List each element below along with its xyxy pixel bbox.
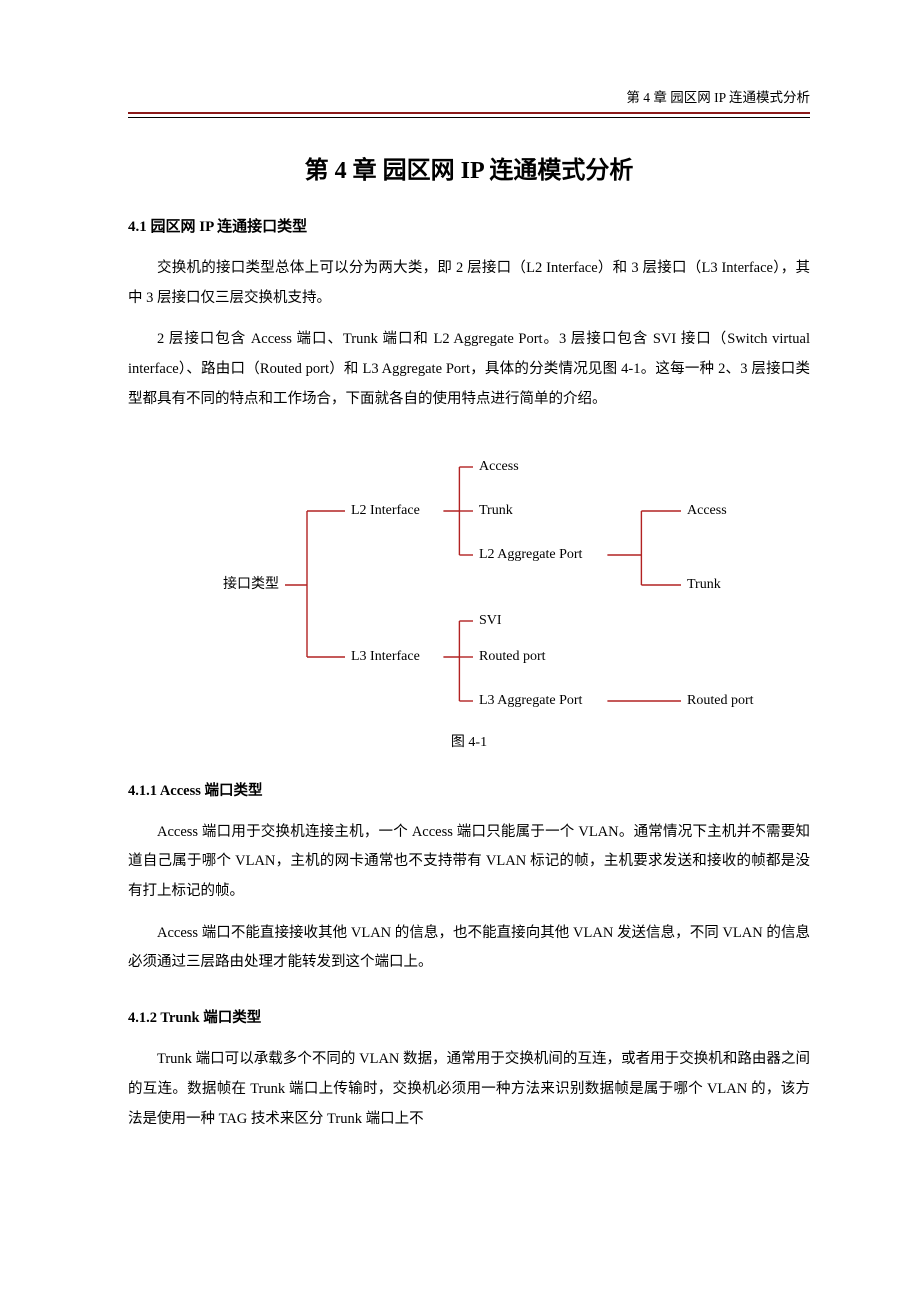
chapter-title: 第 4 章 园区网 IP 连通模式分析	[128, 150, 810, 185]
figure-caption: 图 4-1	[128, 731, 810, 751]
interface-type-diagram: 接口类型 L2 Interface L3 Interface Access Trunk L…	[139, 433, 799, 723]
section-4-1-1-heading: 4.1.1 Access 端口类型	[128, 779, 810, 800]
node-l2agg: L2 Aggregate Port	[479, 547, 583, 562]
para-4-1-b: 2 层接口包含 Access 端口、Trunk 端口和 L2 Aggregate…	[128, 325, 810, 414]
node-l3agg: L3 Aggregate Port	[479, 693, 583, 708]
node-svi: SVI	[479, 613, 502, 628]
para-4-1-a: 交换机的接口类型总体上可以分为两大类，即 2 层接口（L2 Interface）…	[128, 254, 810, 313]
para-4-1-1-b: Access 端口不能直接接收其他 VLAN 的信息，也不能直接向其他 VLAN…	[128, 919, 810, 978]
node-access-2: Access	[687, 503, 727, 518]
node-trunk-2: Trunk	[687, 577, 721, 592]
page: 第 4 章 园区网 IP 连通模式分析 第 4 章 园区网 IP 连通模式分析 …	[0, 0, 920, 1302]
node-access: Access	[479, 459, 519, 474]
running-header: 第 4 章 园区网 IP 连通模式分析	[626, 86, 810, 106]
header-rule	[128, 112, 810, 118]
section-4-1-2-heading: 4.1.2 Trunk 端口类型	[128, 1006, 810, 1027]
node-routed-port: Routed port	[479, 649, 546, 664]
para-4-1-1-a: Access 端口用于交换机连接主机，一个 Access 端口只能属于一个 VL…	[128, 818, 810, 907]
node-root: 接口类型	[223, 575, 279, 592]
node-trunk: Trunk	[479, 503, 513, 518]
para-4-1-2-a: Trunk 端口可以承载多个不同的 VLAN 数据，通常用于交换机间的互连，或者…	[128, 1045, 810, 1134]
section-4-1-heading: 4.1 园区网 IP 连通接口类型	[128, 215, 810, 236]
node-l2: L2 Interface	[351, 503, 420, 518]
node-l3: L3 Interface	[351, 649, 420, 664]
node-routed-port-2: Routed port	[687, 693, 754, 708]
